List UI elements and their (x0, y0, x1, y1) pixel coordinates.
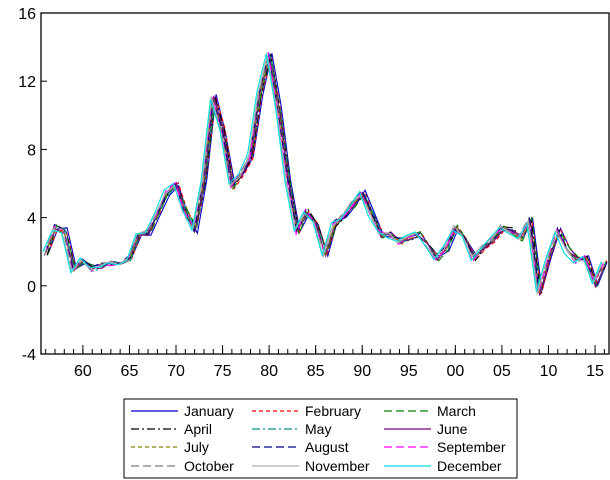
series-line-december (42, 53, 603, 292)
legend-label-december: December (437, 458, 502, 474)
x-axis: 60 65 70 75 80 85 90 95 00 05 10 15 (45, 345, 605, 380)
x-tick-label: 95 (400, 363, 418, 380)
x-tick-label: 10 (540, 363, 558, 380)
series-group (42, 52, 608, 296)
x-tick-label: 70 (167, 363, 185, 380)
x-tick-label: 90 (353, 363, 371, 380)
legend-label-september: September (437, 439, 506, 455)
series-line-april (46, 53, 607, 295)
series-line-september (44, 52, 604, 294)
y-tick-label: -4 (22, 347, 36, 364)
legend-label-may: May (305, 421, 331, 437)
y-tick-label: 8 (27, 142, 36, 159)
y-tick-label: 12 (18, 74, 36, 91)
legend-label-january: January (184, 403, 234, 419)
y-axis: -4 0 4 8 12 16 (18, 6, 47, 364)
legend-label-august: August (305, 439, 349, 455)
x-tick-label: 60 (74, 363, 92, 380)
legend-label-november: November (305, 458, 370, 474)
x-tick-label: 05 (493, 363, 511, 380)
legend-label-february: February (305, 403, 361, 419)
y-tick-label: 0 (27, 279, 36, 296)
x-tick-label: 00 (446, 363, 464, 380)
legend-label-july: July (184, 439, 209, 455)
plot-frame (40, 12, 610, 355)
legend-label-march: March (437, 403, 476, 419)
legend-label-april: April (184, 421, 212, 437)
y-tick-label: 4 (27, 211, 36, 228)
y-tick-label: 16 (18, 6, 36, 23)
x-tick-label: 80 (260, 363, 278, 380)
x-tick-label: 75 (214, 363, 232, 380)
legend-label-june: June (437, 421, 468, 437)
series-line-march (46, 56, 607, 292)
legend-label-october: October (184, 458, 234, 474)
x-tick-label: 15 (586, 363, 604, 380)
x-tick-label: 85 (307, 363, 325, 380)
legend-box (123, 398, 518, 479)
legend: January February March April May June July Augu… (123, 398, 518, 479)
x-tick-label: 65 (121, 363, 139, 380)
